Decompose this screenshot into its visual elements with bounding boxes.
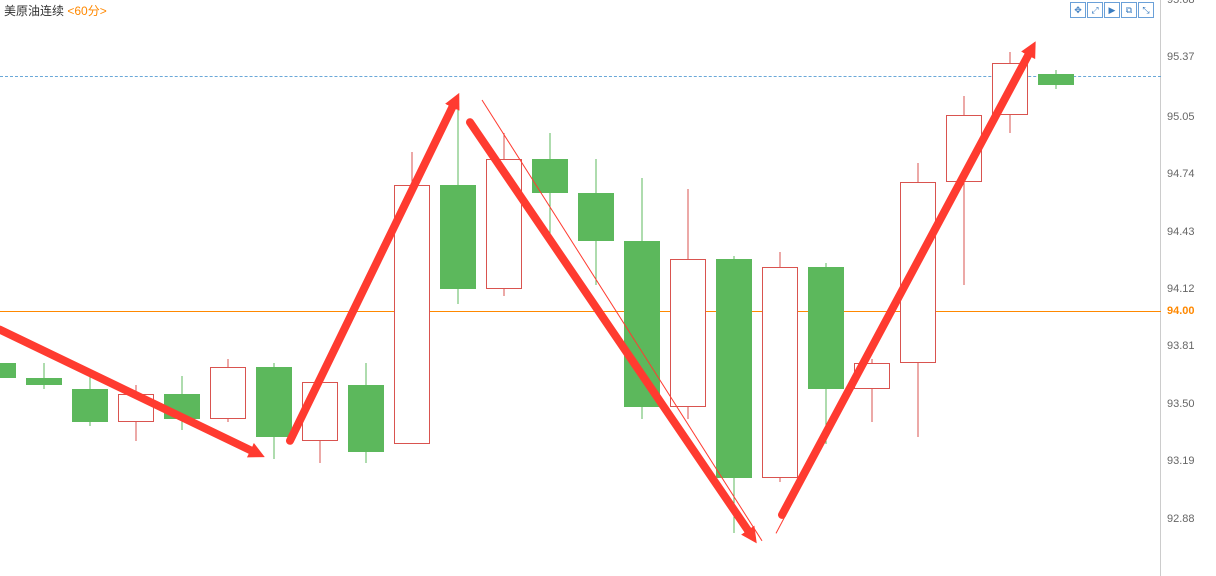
- candle[interactable]: [762, 0, 798, 576]
- candle[interactable]: [256, 0, 292, 576]
- candle-body: [486, 159, 522, 289]
- candle-body: [1038, 74, 1074, 85]
- candle-body: [578, 193, 614, 241]
- candle-body: [210, 367, 246, 419]
- y-tick-label: 95.05: [1167, 111, 1195, 123]
- candle-body: [256, 367, 292, 437]
- candle[interactable]: [992, 0, 1028, 576]
- candle-body: [762, 267, 798, 478]
- y-tick-label: 93.19: [1167, 455, 1195, 467]
- candle[interactable]: [164, 0, 200, 576]
- candle[interactable]: [716, 0, 752, 576]
- candle-body: [946, 115, 982, 182]
- y-tick-label: 94.74: [1167, 168, 1195, 180]
- candle-body: [302, 382, 338, 441]
- candle-body: [716, 259, 752, 478]
- candle[interactable]: [1038, 0, 1074, 576]
- plot-area[interactable]: [0, 0, 1161, 576]
- candle-body: [348, 385, 384, 452]
- candle-body: [164, 394, 200, 418]
- candle[interactable]: [210, 0, 246, 576]
- candle-body: [624, 241, 660, 408]
- candle[interactable]: [808, 0, 844, 576]
- candle-body: [992, 63, 1028, 115]
- y-tick-label: 95.37: [1167, 51, 1195, 63]
- candle[interactable]: [486, 0, 522, 576]
- candle[interactable]: [900, 0, 936, 576]
- candle-body: [394, 185, 430, 444]
- candle-body: [900, 182, 936, 364]
- candle-body: [854, 363, 890, 389]
- y-tick-label: 95.68: [1167, 0, 1195, 6]
- candle[interactable]: [394, 0, 430, 576]
- y-tick-label: 94.43: [1167, 226, 1195, 238]
- candle[interactable]: [440, 0, 476, 576]
- candle[interactable]: [946, 0, 982, 576]
- candle[interactable]: [532, 0, 568, 576]
- candle[interactable]: [670, 0, 706, 576]
- y-axis: 95.68 95.37 95.05 94.74 94.43 94.12 93.81 93.50…: [1160, 0, 1216, 576]
- candle[interactable]: [302, 0, 338, 576]
- candle[interactable]: [854, 0, 890, 576]
- candle[interactable]: [0, 0, 16, 576]
- y-tick-label: 92.88: [1167, 513, 1195, 525]
- candle[interactable]: [72, 0, 108, 576]
- candle[interactable]: [624, 0, 660, 576]
- candle-body: [118, 394, 154, 422]
- candle-body: [0, 363, 16, 378]
- candle-body: [532, 159, 568, 192]
- candle[interactable]: [578, 0, 614, 576]
- candle[interactable]: [26, 0, 62, 576]
- candle-body: [808, 267, 844, 389]
- candle[interactable]: [118, 0, 154, 576]
- candle-body: [72, 389, 108, 422]
- candle-body: [440, 185, 476, 289]
- candle-body: [26, 378, 62, 385]
- y-tick-label: 94.12: [1167, 283, 1195, 295]
- y-current-label: 94.00: [1167, 305, 1195, 317]
- candle[interactable]: [348, 0, 384, 576]
- y-tick-label: 93.81: [1167, 340, 1195, 352]
- y-tick-label: 93.50: [1167, 398, 1195, 410]
- candle-body: [670, 259, 706, 407]
